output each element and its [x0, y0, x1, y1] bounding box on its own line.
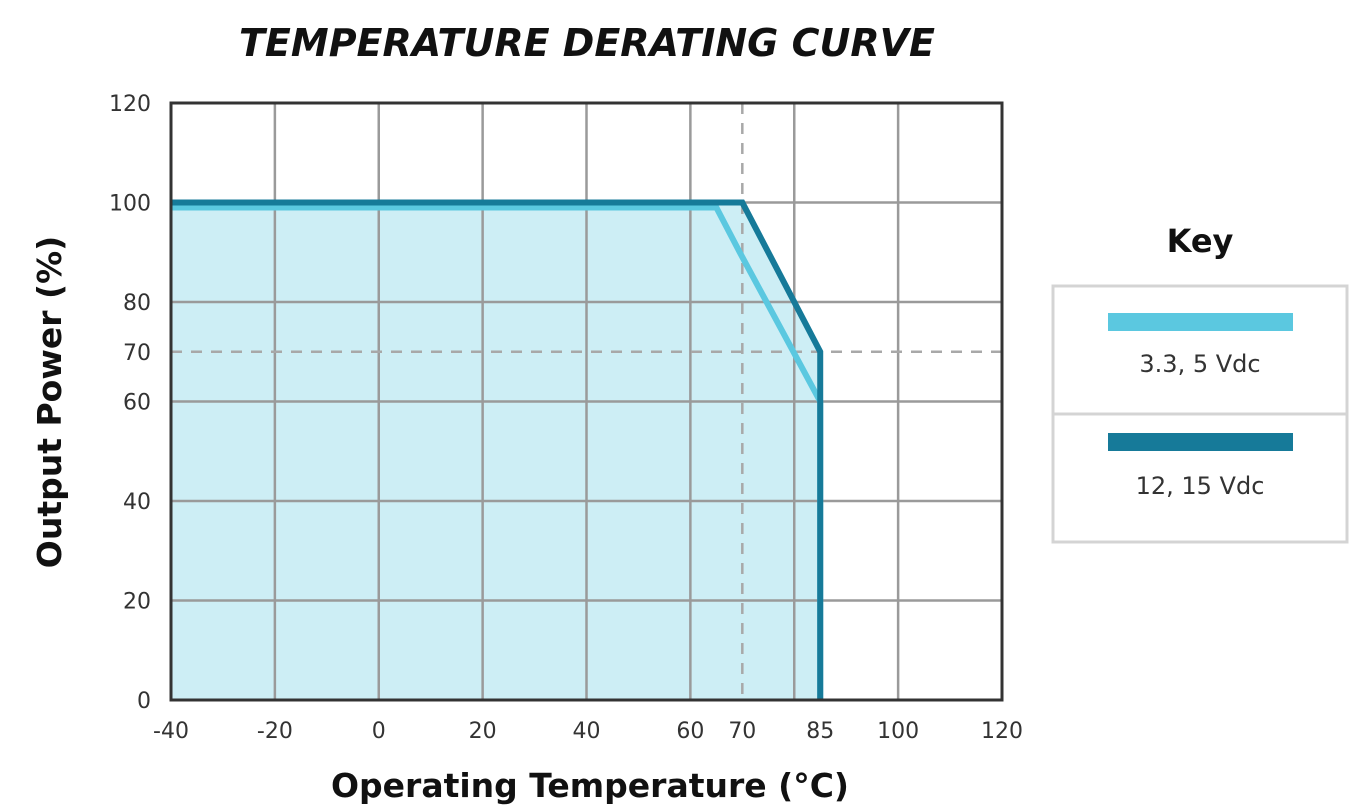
y-tick-label: 120 — [109, 92, 151, 117]
legend-label-12-15vdc: 12, 15 Vdc — [1136, 472, 1265, 500]
y-tick-label: 40 — [123, 490, 151, 515]
legend-swatch-3v3-5vdc — [1108, 313, 1293, 331]
plot-frame — [169, 101, 1004, 702]
safe-operating-area — [171, 202, 821, 700]
series-lines — [171, 199, 824, 700]
x-axis-ticks: -40 -20 0 20 40 60 70 85 100 120 — [153, 719, 1023, 744]
x-tick-label: 85 — [806, 719, 834, 744]
x-tick-label: 100 — [877, 719, 919, 744]
y-tick-label: 80 — [123, 291, 151, 316]
legend-swatch-12-15vdc — [1108, 433, 1293, 451]
x-tick-label: 20 — [469, 719, 497, 744]
legend-label-3v3-5vdc: 3.3, 5 Vdc — [1139, 350, 1260, 378]
fill-region — [171, 202, 821, 700]
x-tick-label: 60 — [676, 719, 704, 744]
series-line-1 — [171, 199, 824, 700]
x-tick-label: -40 — [153, 719, 189, 744]
legend-title: Key — [1167, 222, 1234, 260]
x-axis-label: Operating Temperature (°C) — [331, 766, 849, 805]
chart-title: TEMPERATURE DERATING CURVE — [239, 21, 935, 65]
x-tick-label: 70 — [728, 719, 756, 744]
y-tick-label: 100 — [109, 192, 151, 217]
x-tick-label: 120 — [981, 719, 1023, 744]
y-tick-label: 60 — [123, 391, 151, 416]
legend: Key 3.3, 5 Vdc 12, 15 Vdc — [1051, 222, 1349, 544]
y-axis-label: Output Power (%) — [30, 236, 69, 568]
x-tick-label: -20 — [257, 719, 293, 744]
y-tick-label: 0 — [137, 689, 151, 714]
y-tick-label: 70 — [123, 341, 151, 366]
y-axis-ticks: 0 20 40 60 70 80 100 120 — [109, 92, 151, 714]
y-tick-label: 20 — [123, 590, 151, 615]
x-tick-label: 40 — [573, 719, 601, 744]
x-tick-label: 0 — [372, 719, 386, 744]
